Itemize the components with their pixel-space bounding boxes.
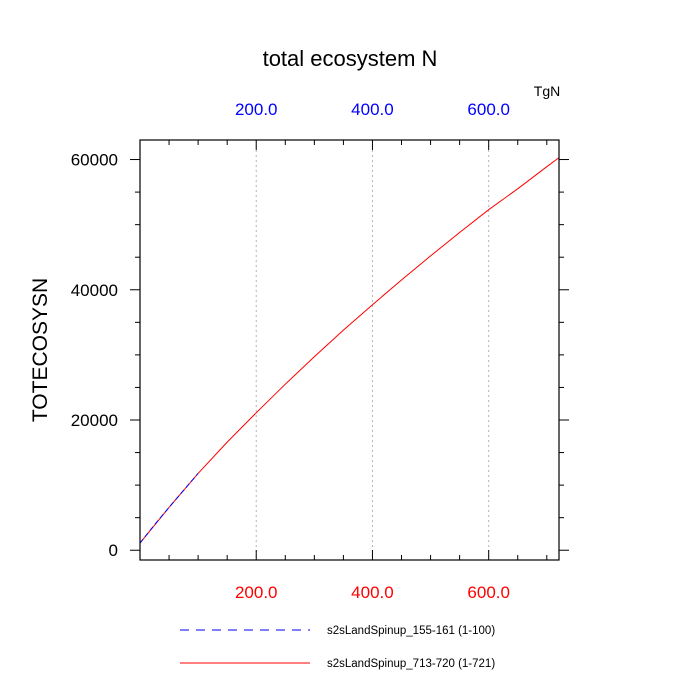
x-tick-label-bottom-0: 200.0 bbox=[235, 583, 278, 602]
x-tick-label-top-1: 400.0 bbox=[351, 100, 394, 119]
legend-label-0: s2sLandSpinup_155-161 (1-100) bbox=[327, 625, 495, 637]
y-tick-label-1: 20000 bbox=[71, 411, 118, 430]
grid bbox=[255, 140, 490, 560]
x-tick-label-bottom-1: 400.0 bbox=[351, 583, 394, 602]
y-tick-label-0: 0 bbox=[109, 541, 118, 560]
series-layer bbox=[139, 157, 560, 544]
y-tick-label-2: 40000 bbox=[71, 281, 118, 300]
units-label: TgN bbox=[534, 83, 560, 99]
axis-ticks bbox=[130, 140, 569, 560]
series-line-1 bbox=[139, 157, 560, 544]
y-axis-label: TOTECOSYSN bbox=[29, 278, 52, 422]
legend-label-1: s2sLandSpinup_713-720 (1-721) bbox=[327, 658, 495, 670]
tick-labels: 200.0 200.0 400.0 400.0 600.0 600.0 0 20000 4000… bbox=[71, 100, 510, 602]
plot-frame bbox=[139, 139, 560, 561]
x-tick-label-bottom-2: 600.0 bbox=[467, 583, 510, 602]
y-tick-label-3: 60000 bbox=[71, 151, 118, 170]
series-line-0 bbox=[139, 473, 199, 544]
chart-title: total ecosystem N bbox=[263, 46, 438, 71]
legend: s2sLandSpinup_155-161 (1-100) s2sLandSpin… bbox=[180, 625, 495, 670]
x-tick-label-top-2: 600.0 bbox=[467, 100, 510, 119]
x-tick-label-top-0: 200.0 bbox=[235, 100, 278, 119]
